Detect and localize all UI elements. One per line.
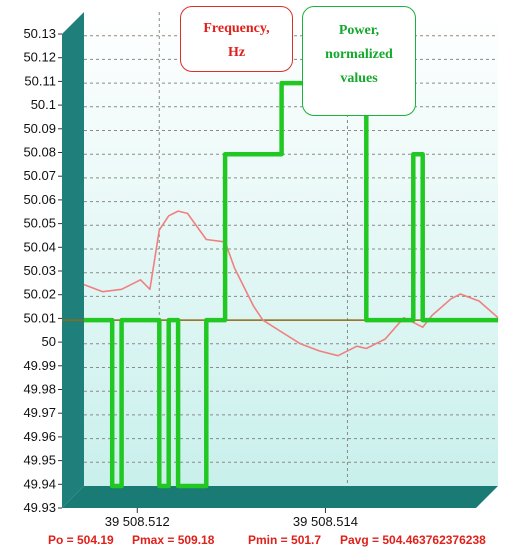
power-series-line bbox=[84, 80, 498, 489]
y-tick-label: 50.02 bbox=[23, 287, 56, 302]
power-callout: Power, normalized values bbox=[302, 6, 416, 116]
frequency-callout: Frequency, Hz bbox=[180, 6, 293, 72]
frequency-callout-line-2: Hz bbox=[227, 45, 246, 60]
y-tick-label: 49.96 bbox=[23, 429, 56, 444]
y-tick-label: 49.98 bbox=[23, 382, 56, 397]
footer-pmax: Pmax = 509.18 bbox=[132, 533, 215, 547]
footer-stats: Po = 504.19 Pmax = 509.18 Pmin = 501.7 P… bbox=[48, 533, 486, 547]
y-tick-label: 49.95 bbox=[23, 453, 56, 468]
x-tick-label: 39 508.512 bbox=[105, 514, 170, 529]
y-tick-label: 50.11 bbox=[24, 73, 56, 88]
y-tick-label: 50.07 bbox=[23, 168, 56, 183]
power-callout-line-1: Power, bbox=[338, 23, 380, 38]
power-callout-line-3: values bbox=[340, 71, 378, 86]
footer-pavg: Pavg = 504.463762376238 bbox=[340, 533, 486, 547]
y-tick-label: 50.13 bbox=[23, 26, 56, 41]
y-tick-label: 50.12 bbox=[23, 50, 56, 65]
power-callout-line-2: normalized bbox=[325, 47, 393, 62]
y-tick-label: 50.06 bbox=[23, 192, 56, 207]
x-tick-label: 39 508.514 bbox=[293, 514, 358, 529]
y-tick-label: 50 bbox=[42, 334, 56, 349]
footer-po: Po = 504.19 bbox=[48, 533, 114, 547]
y-tick-label: 50.04 bbox=[23, 239, 56, 254]
y-tick-label: 50.05 bbox=[23, 216, 56, 231]
footer-pmin: Pmin = 501.7 bbox=[248, 533, 321, 547]
chart-side-wall bbox=[62, 12, 84, 508]
frequency-callout-line-1: Frequency, bbox=[203, 21, 270, 36]
y-tick-label: 49.99 bbox=[23, 358, 56, 373]
chart-floor bbox=[62, 486, 498, 508]
y-tick-label: 50.09 bbox=[23, 121, 56, 136]
y-tick-label: 50.1 bbox=[31, 97, 56, 112]
y-tick-label: 49.93 bbox=[23, 500, 56, 515]
y-tick-label: 49.97 bbox=[23, 405, 56, 420]
y-tick-label: 50.01 bbox=[23, 310, 56, 325]
y-tick-label: 50.08 bbox=[23, 145, 56, 160]
y-tick-label: 49.94 bbox=[23, 476, 56, 491]
y-tick-label: 50.03 bbox=[23, 263, 56, 278]
